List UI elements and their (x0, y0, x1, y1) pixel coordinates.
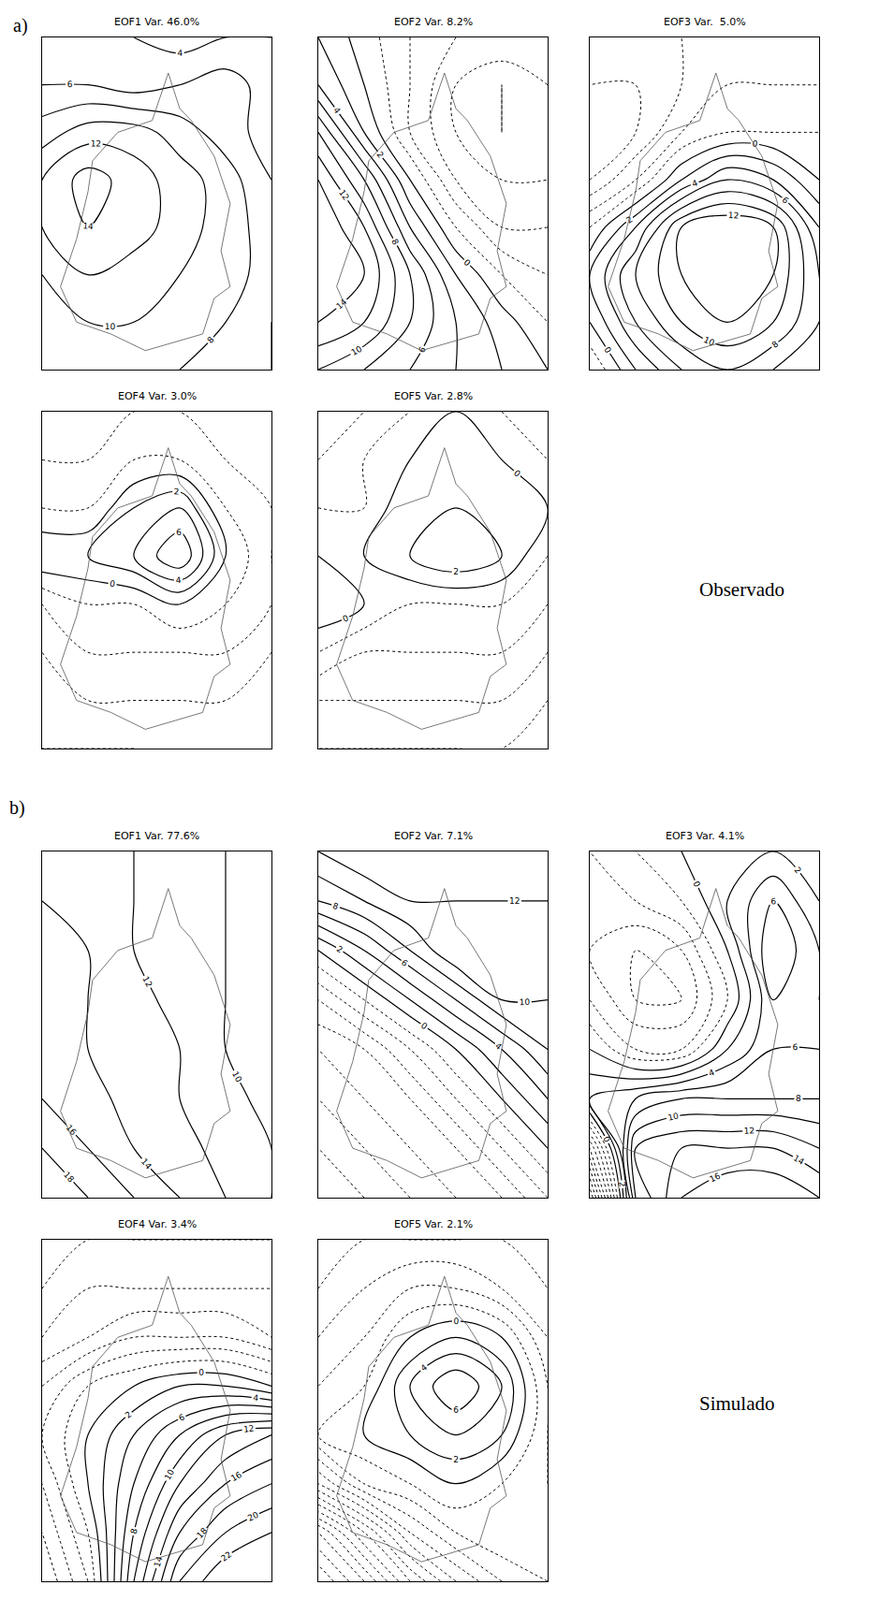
svg-text:10: 10 (104, 322, 117, 332)
svg-text:10: 10 (349, 343, 364, 358)
svg-text:EOF1 Var. 46.0%: EOF1 Var. 46.0% (114, 15, 200, 29)
svg-text:0: 0 (690, 879, 703, 890)
svg-text:6: 6 (779, 194, 791, 206)
svg-text:0: 0 (601, 345, 614, 355)
svg-text:4: 4 (175, 575, 182, 586)
svg-text:8: 8 (129, 1527, 140, 1536)
svg-text:EOF2 Var. 8.2%: EOF2 Var. 8.2% (394, 15, 473, 29)
svg-text:EOF1 Var. 77.6%: EOF1 Var. 77.6% (114, 830, 200, 843)
svg-text:Simulado: Simulado (699, 1392, 776, 1416)
svg-text:10: 10 (519, 997, 531, 1008)
svg-text:0: 0 (461, 257, 472, 268)
svg-text:0: 0 (108, 579, 116, 590)
svg-text:2: 2 (123, 1409, 134, 1421)
svg-text:4: 4 (331, 105, 343, 117)
svg-text:0: 0 (600, 1135, 613, 1145)
svg-text:14: 14 (791, 1153, 807, 1168)
svg-text:22: 22 (219, 1550, 234, 1565)
svg-text:0: 0 (454, 1317, 460, 1327)
svg-text:8: 8 (331, 901, 340, 912)
svg-text:10: 10 (702, 335, 717, 349)
svg-text:EOF2 Var. 7.1%: EOF2 Var. 7.1% (394, 830, 473, 843)
svg-text:0: 0 (341, 613, 352, 625)
svg-text:4: 4 (690, 177, 700, 189)
svg-text:2: 2 (453, 567, 459, 577)
svg-text:2: 2 (335, 944, 345, 956)
svg-text:12: 12 (744, 1126, 756, 1136)
svg-text:18: 18 (61, 1170, 76, 1185)
svg-text:2: 2 (453, 1455, 459, 1466)
svg-text:16: 16 (708, 1171, 723, 1185)
svg-text:EOF3 Var. 5.0%: EOF3 Var. 5.0% (663, 15, 747, 29)
svg-text:0: 0 (751, 138, 759, 149)
svg-text:4: 4 (707, 1068, 717, 1079)
svg-text:4: 4 (176, 48, 183, 59)
svg-text:14: 14 (82, 220, 94, 232)
svg-text:0: 0 (198, 1368, 205, 1378)
svg-text:2: 2 (792, 865, 804, 877)
svg-text:20: 20 (246, 1510, 261, 1525)
svg-text:12: 12 (728, 210, 740, 220)
svg-text:6: 6 (399, 957, 411, 969)
svg-text:10: 10 (667, 1111, 681, 1123)
svg-text:0: 0 (512, 468, 523, 480)
svg-text:8: 8 (389, 237, 401, 248)
svg-text:6: 6 (770, 896, 777, 907)
svg-text:EOF4 Var. 3.4%: EOF4 Var. 3.4% (117, 1218, 197, 1232)
svg-text:2: 2 (624, 214, 634, 225)
svg-text:Observado: Observado (699, 578, 785, 601)
svg-text:EOF4 Var. 3.0%: EOF4 Var. 3.0% (117, 390, 197, 403)
svg-text:b): b) (9, 797, 26, 820)
svg-text:4: 4 (418, 1362, 429, 1375)
svg-text:6: 6 (175, 527, 182, 538)
svg-text:0: 0 (419, 1021, 430, 1033)
svg-text:a): a) (13, 14, 29, 37)
svg-text:18: 18 (194, 1526, 209, 1541)
svg-text:12: 12 (243, 1424, 255, 1436)
svg-text:EOF5 Var. 2.8%: EOF5 Var. 2.8% (394, 390, 473, 403)
svg-text:14: 14 (139, 1157, 154, 1172)
svg-text:12: 12 (90, 138, 103, 148)
svg-text:12: 12 (509, 896, 520, 907)
svg-text:6: 6 (177, 1412, 188, 1424)
svg-text:6: 6 (416, 345, 428, 355)
svg-text:2: 2 (616, 1181, 628, 1188)
svg-text:8: 8 (770, 338, 781, 351)
svg-text:EOF3 Var. 4.1%: EOF3 Var. 4.1% (665, 830, 745, 843)
svg-text:8: 8 (795, 1094, 802, 1104)
svg-text:8: 8 (205, 335, 216, 346)
svg-text:6: 6 (453, 1406, 459, 1416)
svg-text:6: 6 (791, 1042, 798, 1053)
svg-text:EOF5 Var. 2.1%: EOF5 Var. 2.1% (394, 1218, 473, 1232)
svg-text:16: 16 (229, 1470, 244, 1485)
svg-text:10: 10 (230, 1069, 244, 1085)
svg-text:14: 14 (152, 1555, 165, 1569)
svg-text:10: 10 (162, 1467, 177, 1482)
svg-text:12: 12 (140, 975, 154, 990)
svg-text:2: 2 (173, 486, 179, 497)
svg-text:16: 16 (63, 1123, 78, 1138)
svg-text:4: 4 (252, 1393, 260, 1405)
svg-text:14: 14 (334, 296, 349, 311)
svg-text:6: 6 (67, 79, 74, 89)
svg-text:12: 12 (337, 188, 352, 203)
svg-text:2: 2 (374, 149, 385, 161)
svg-text:4: 4 (493, 1041, 504, 1054)
